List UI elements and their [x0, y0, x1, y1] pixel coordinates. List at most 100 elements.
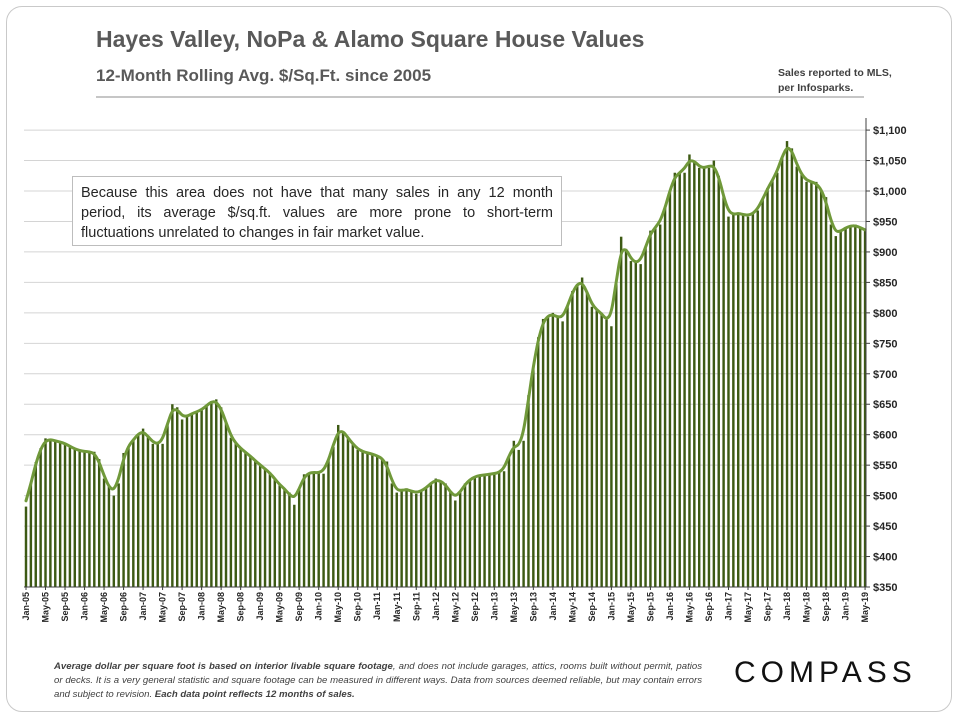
bar — [210, 401, 213, 587]
bar — [693, 161, 696, 587]
bar — [254, 460, 257, 587]
bar — [819, 189, 823, 588]
bar — [366, 452, 369, 587]
slide-frame — [6, 6, 952, 712]
source-note: Sales reported to MLS, per Infosparks. — [778, 66, 938, 96]
x-tick-label: May-17 — [743, 592, 753, 623]
bar — [429, 483, 433, 587]
bar — [351, 443, 355, 587]
bar — [44, 438, 47, 587]
bar — [297, 488, 301, 587]
bar — [668, 191, 672, 587]
bar — [624, 248, 628, 587]
bar — [190, 413, 194, 587]
bar — [268, 472, 272, 587]
bar — [727, 216, 730, 587]
y-tick-label: $800 — [873, 308, 897, 320]
bar — [712, 160, 716, 588]
bar — [322, 473, 325, 587]
bar — [488, 474, 491, 587]
bar — [839, 230, 842, 587]
bar — [405, 488, 408, 587]
bar — [649, 230, 652, 587]
bar — [29, 483, 33, 587]
y-tick-label: $600 — [873, 430, 897, 442]
bar — [273, 478, 277, 587]
bar — [288, 492, 291, 587]
bar — [805, 181, 808, 587]
bar — [332, 446, 335, 587]
bar — [219, 407, 223, 587]
bar — [849, 226, 852, 587]
y-tick-label: $950 — [873, 216, 897, 228]
bar — [468, 479, 472, 587]
bar — [854, 224, 857, 588]
bar — [439, 480, 442, 587]
y-tick-label: $650 — [873, 399, 897, 411]
y-tick-label: $850 — [873, 277, 897, 289]
bar — [741, 214, 745, 587]
bar — [185, 416, 189, 587]
y-tick-label: $1,100 — [873, 125, 907, 137]
bar — [78, 450, 81, 587]
bar — [385, 461, 389, 587]
bar — [39, 448, 42, 587]
bar — [263, 468, 267, 587]
chart-subtitle: 12-Month Rolling Avg. $/Sq.Ft. since 200… — [96, 66, 432, 85]
bar — [107, 486, 111, 587]
line-series — [24, 146, 867, 503]
x-tick-label: May-18 — [802, 592, 812, 623]
bar — [195, 411, 198, 587]
bar — [600, 312, 603, 587]
bar — [244, 452, 247, 587]
bar — [146, 436, 150, 587]
x-tick-label: Jan-16 — [665, 592, 675, 621]
bar — [546, 315, 550, 587]
bar — [336, 424, 340, 587]
y-tick-label: $450 — [873, 521, 897, 533]
bar — [63, 443, 67, 587]
x-tick-label: Sep-08 — [236, 592, 246, 622]
bar — [151, 443, 155, 587]
bar — [566, 306, 569, 587]
x-tick-label: May-13 — [509, 592, 519, 623]
x-tick-label: May-06 — [99, 592, 109, 623]
bar — [673, 172, 677, 587]
bar — [215, 399, 218, 587]
x-tick-label: Jan-11 — [372, 592, 382, 620]
y-tick-label: $750 — [873, 338, 897, 350]
bar — [205, 405, 208, 587]
bar — [454, 500, 457, 587]
bar — [615, 281, 618, 587]
x-tick-label: Jan-08 — [197, 592, 207, 621]
bar — [610, 326, 613, 587]
bar — [702, 167, 706, 587]
bar — [34, 462, 37, 587]
x-tick-label: Jan-14 — [548, 592, 558, 621]
bar — [419, 491, 423, 587]
bar — [249, 456, 252, 587]
y-tick-label: $500 — [873, 491, 897, 503]
x-tick-label: Jan-05 — [21, 592, 31, 621]
footnote-bold-lead: Average dollar per square foot is based … — [54, 661, 393, 672]
bar — [751, 213, 755, 587]
bar — [776, 172, 779, 587]
bar — [463, 483, 467, 587]
bar — [278, 485, 281, 587]
x-tick-label: Jan-07 — [138, 592, 148, 621]
x-tick-label: May-10 — [333, 592, 343, 623]
x-tick-label: Jan-06 — [80, 592, 90, 621]
bar — [756, 210, 759, 588]
bar — [54, 440, 57, 587]
bar — [688, 154, 691, 588]
x-tick-label: Sep-14 — [587, 592, 597, 622]
bar — [93, 451, 96, 587]
bar — [112, 495, 116, 587]
x-tick-label: Sep-18 — [821, 592, 831, 622]
bar — [571, 290, 574, 587]
bar — [380, 458, 384, 587]
y-tick-label: $350 — [873, 582, 897, 594]
bar — [810, 181, 813, 587]
bar — [83, 451, 86, 587]
bar — [585, 292, 589, 587]
